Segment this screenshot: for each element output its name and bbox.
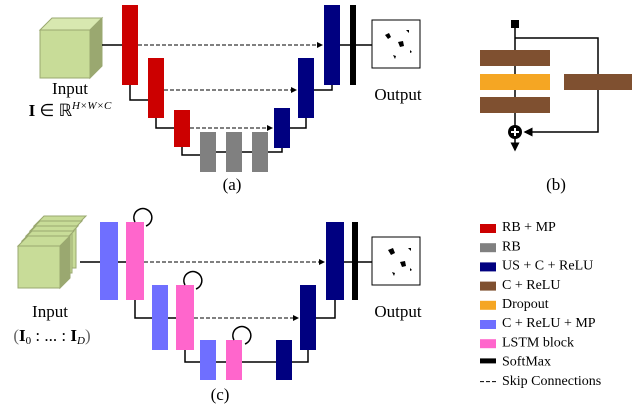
- legend-label: C + ReLU: [502, 278, 560, 293]
- caption: (a): [223, 175, 242, 194]
- output-label: Output: [374, 85, 422, 104]
- caption: (c): [211, 385, 230, 404]
- figure: Input I ∈ ℝH×W×C Output (a) (b): [0, 0, 634, 407]
- legend-label: Skip Connections: [502, 374, 601, 389]
- panel-b: (b): [480, 20, 632, 194]
- legend-swatch: [480, 224, 496, 233]
- legend-label: US + C + ReLU: [502, 259, 593, 274]
- legend-label: C + ReLU + MP: [502, 316, 596, 331]
- legend-label: Dropout: [502, 297, 549, 312]
- legend-swatch: [480, 262, 496, 271]
- legend-swatch: [480, 358, 496, 363]
- panel-c: Input (I0 : ... : ID) Output (c): [13, 209, 422, 404]
- input-formula: I ∈ ℝH×W×C: [29, 100, 112, 120]
- legend-swatch: [480, 243, 496, 252]
- legend-swatch: [480, 282, 496, 291]
- output-label: Output: [374, 302, 422, 321]
- legend-swatch: [480, 320, 496, 329]
- input-label: Input: [52, 79, 88, 98]
- legend-label: LSTM block: [502, 335, 574, 350]
- legend-swatch: [480, 301, 496, 310]
- input-label: Input: [32, 302, 68, 321]
- input-formula: (I0 : ... : ID): [13, 326, 90, 347]
- legend-label: RB + MP: [502, 220, 556, 235]
- legend: RB + MP RB US + C + ReLU C + ReLU Dropout C +…: [480, 220, 601, 389]
- caption: (b): [546, 175, 566, 194]
- legend-label: SoftMax: [502, 355, 551, 370]
- legend-swatch: [480, 339, 496, 348]
- legend-label: RB: [502, 239, 521, 254]
- panel-a: Input I ∈ ℝH×W×C Output (a): [29, 5, 422, 194]
